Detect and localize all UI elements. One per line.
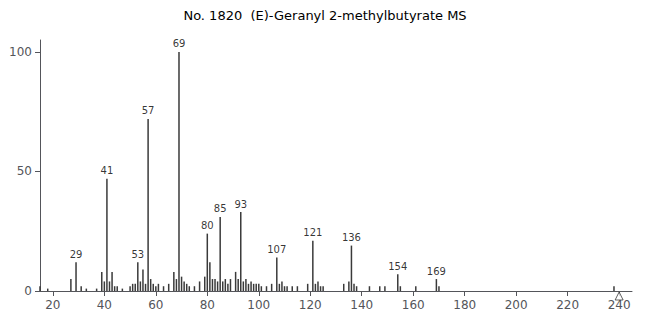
svg-text:41: 41 [101, 165, 114, 176]
svg-text:220: 220 [556, 298, 579, 312]
svg-text:136: 136 [342, 232, 361, 243]
svg-text:29: 29 [70, 249, 83, 260]
svg-text:50: 50 [17, 164, 32, 178]
svg-text:53: 53 [131, 249, 144, 260]
svg-text:57: 57 [142, 105, 155, 116]
svg-text:No. 1820 (E)-Geranyl 2-methyl: No. 1820 (E)-Geranyl 2-methylbutyrate MS [183, 8, 466, 23]
svg-text:80: 80 [201, 220, 214, 231]
svg-text:93: 93 [234, 199, 247, 210]
svg-text:154: 154 [388, 261, 407, 272]
svg-text:200: 200 [505, 298, 528, 312]
svg-text:60: 60 [148, 298, 163, 312]
svg-text:80: 80 [200, 298, 215, 312]
svg-text:169: 169 [427, 266, 446, 277]
svg-text:107: 107 [267, 244, 286, 255]
svg-text:140: 140 [350, 298, 373, 312]
svg-text:180: 180 [453, 298, 476, 312]
svg-text:160: 160 [402, 298, 425, 312]
svg-text:69: 69 [173, 38, 186, 49]
svg-text:20: 20 [45, 298, 60, 312]
svg-text:121: 121 [303, 227, 322, 238]
svg-text:0: 0 [24, 284, 32, 298]
svg-text:120: 120 [299, 298, 322, 312]
svg-text:40: 40 [97, 298, 112, 312]
svg-text:240: 240 [607, 298, 631, 312]
svg-text:85: 85 [214, 203, 227, 214]
svg-text:100: 100 [9, 45, 32, 59]
svg-text:100: 100 [247, 298, 270, 312]
